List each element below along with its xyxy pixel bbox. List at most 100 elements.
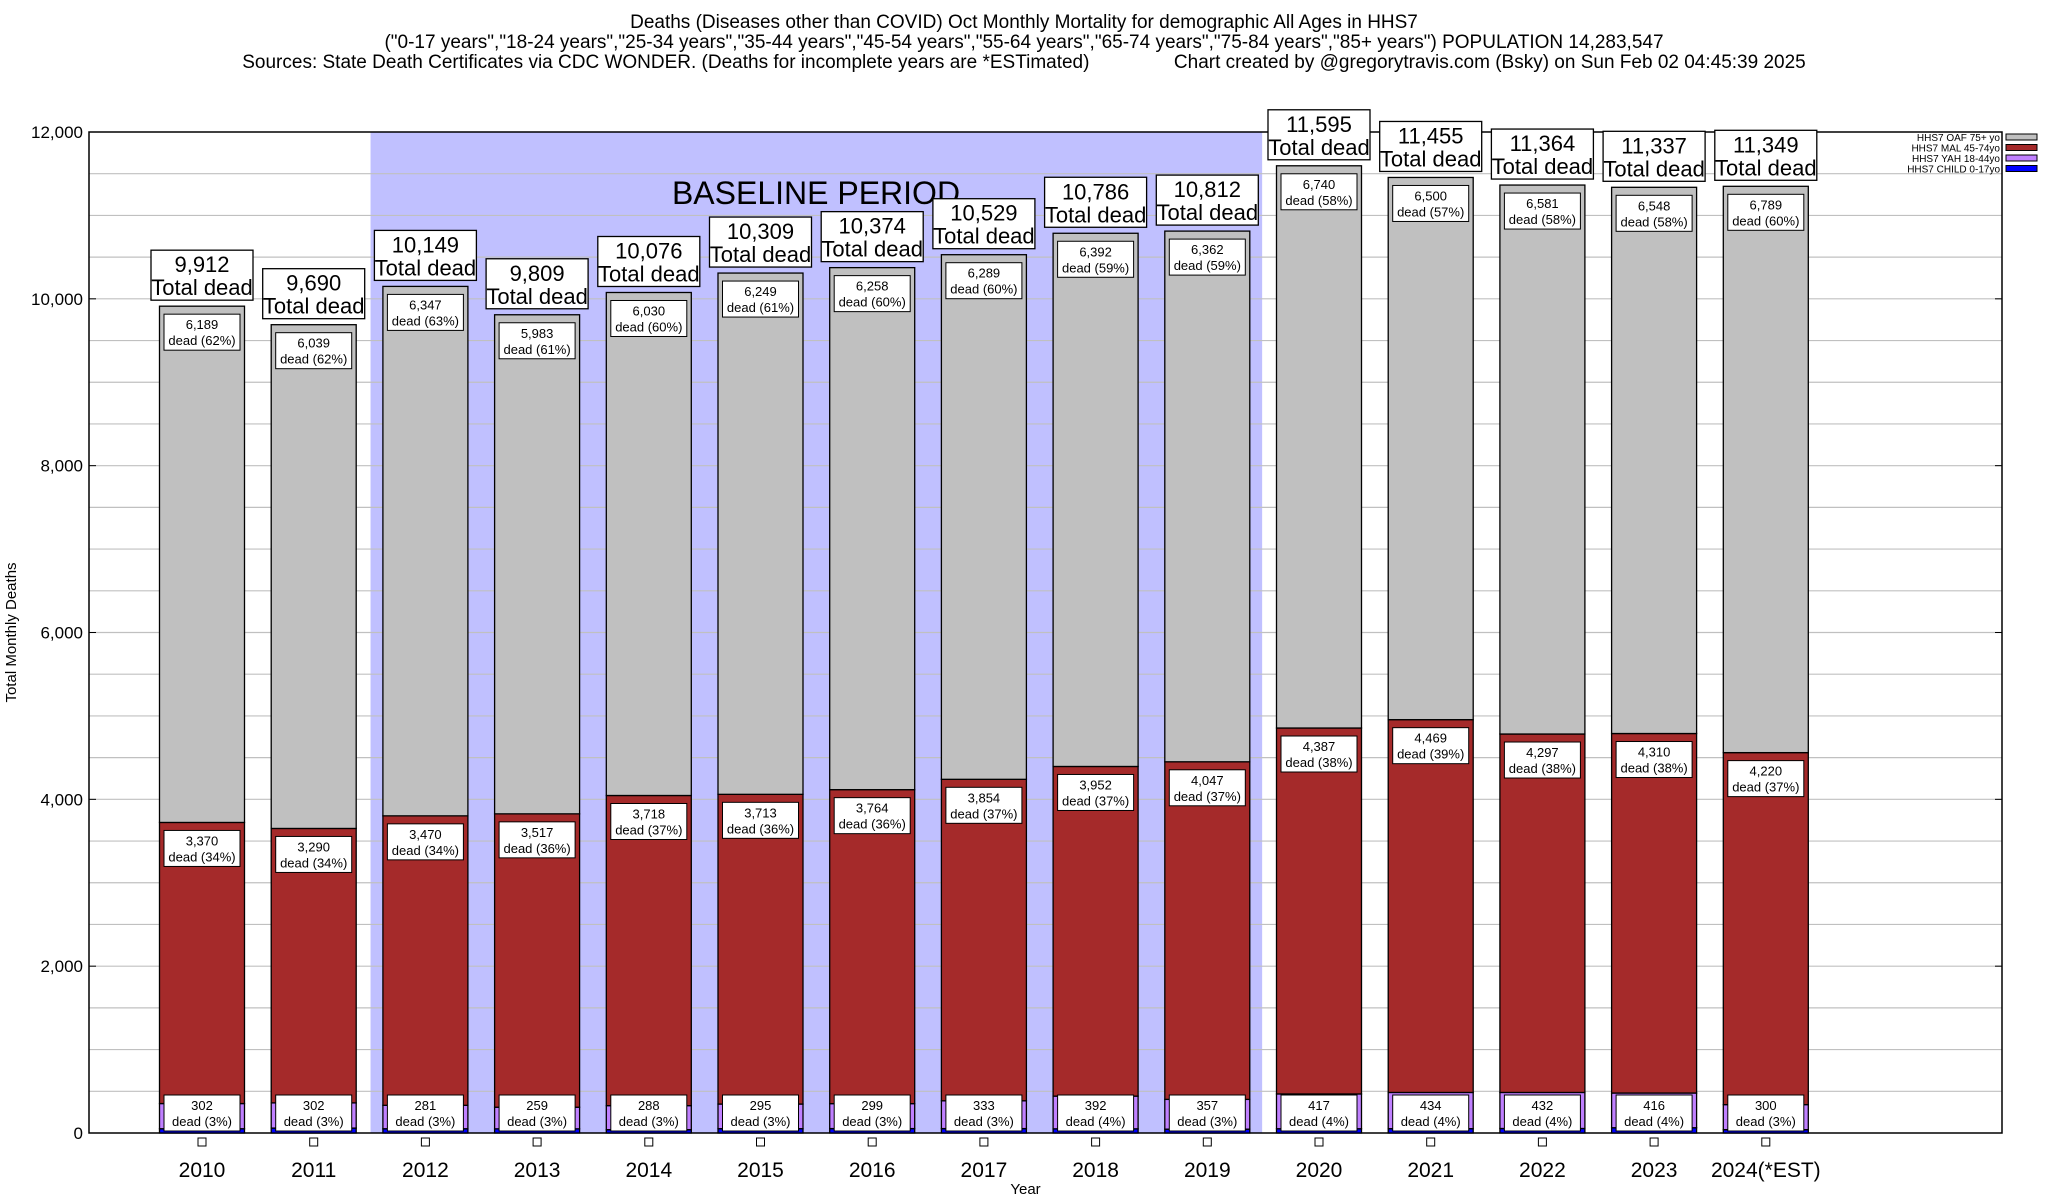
segment-percent-label: dead (34%) bbox=[280, 855, 347, 870]
total-suffix-label: Total dead bbox=[821, 237, 923, 262]
child-label-box bbox=[532, 1137, 542, 1147]
segment-label-box bbox=[275, 835, 353, 873]
segment-percent-label: dead (3%) bbox=[172, 1114, 232, 1129]
segment-label-box bbox=[833, 275, 911, 313]
x-tick-label: 2014 bbox=[625, 1159, 672, 1182]
bar-segment-oaf bbox=[717, 272, 804, 795]
child-label-box bbox=[309, 1137, 319, 1147]
x-axis-label: Year bbox=[1010, 1181, 1040, 1198]
segment-label-box bbox=[722, 1094, 799, 1132]
x-tick-label: 2020 bbox=[1296, 1159, 1343, 1182]
segment-value-label: 6,030 bbox=[633, 303, 666, 318]
segment-label-box bbox=[1615, 1094, 1693, 1132]
segment-label-box bbox=[1392, 1094, 1470, 1132]
segment-value-label: 300 bbox=[1755, 1098, 1777, 1113]
total-value-label: 11,337 bbox=[1621, 133, 1687, 158]
segment-label-box bbox=[722, 801, 799, 839]
total-suffix-label: Total dead bbox=[933, 224, 1035, 249]
total-suffix-label: Total dead bbox=[1492, 154, 1594, 179]
segment-value-label: 302 bbox=[303, 1098, 325, 1113]
segment-value-label: 288 bbox=[638, 1098, 660, 1113]
total-suffix-label: Total dead bbox=[151, 275, 253, 300]
segment-value-label: 3,370 bbox=[186, 833, 219, 848]
total-value-label: 10,529 bbox=[950, 201, 1017, 226]
chart-title-line-1: Deaths (Diseases other than COVID) Oct M… bbox=[630, 12, 1418, 33]
x-tick-label: 2016 bbox=[849, 1159, 896, 1182]
segment-label-box bbox=[163, 829, 241, 867]
bar-segment-mal bbox=[605, 794, 692, 1107]
segment-value-label: 6,392 bbox=[1079, 244, 1112, 259]
segment-value-label: 5,983 bbox=[521, 326, 554, 341]
segment-value-label: 4,310 bbox=[1638, 745, 1671, 760]
segment-percent-label: dead (57%) bbox=[1397, 204, 1464, 219]
segment-label-box bbox=[610, 1094, 688, 1132]
bar-segment-oaf bbox=[1499, 184, 1586, 735]
segment-percent-label: dead (58%) bbox=[1620, 214, 1687, 229]
y-tick-label: 2,000 bbox=[40, 957, 83, 976]
segment-value-label: 6,789 bbox=[1750, 197, 1783, 212]
x-tick-label: 2018 bbox=[1072, 1159, 1119, 1182]
segment-value-label: 6,500 bbox=[1414, 188, 1447, 203]
segment-value-label: 3,713 bbox=[744, 805, 777, 820]
segment-percent-label: dead (3%) bbox=[395, 1114, 455, 1129]
legend-swatch bbox=[2005, 154, 2038, 162]
segment-value-label: 302 bbox=[191, 1098, 213, 1113]
total-value-label: 10,076 bbox=[615, 238, 682, 263]
segment-percent-label: dead (3%) bbox=[842, 1114, 902, 1129]
segment-label-box bbox=[833, 797, 911, 835]
segment-value-label: 259 bbox=[526, 1098, 548, 1113]
segment-value-label: 6,249 bbox=[744, 284, 777, 299]
total-label-box bbox=[262, 268, 366, 320]
segment-percent-label: dead (58%) bbox=[1285, 193, 1352, 208]
child-label-box bbox=[1761, 1137, 1771, 1147]
total-label-box bbox=[597, 235, 701, 288]
total-suffix-label: Total dead bbox=[1268, 135, 1370, 160]
segment-value-label: 3,718 bbox=[633, 806, 666, 821]
child-label-box bbox=[420, 1137, 430, 1147]
x-tick-label: 2024(*EST) bbox=[1711, 1159, 1821, 1182]
segment-label-box bbox=[610, 802, 688, 840]
total-label-box bbox=[932, 198, 1036, 250]
total-value-label: 11,595 bbox=[1286, 112, 1352, 137]
segment-percent-label: dead (39%) bbox=[1397, 747, 1464, 762]
x-tick-label: 2021 bbox=[1407, 1159, 1454, 1182]
total-value-label: 10,786 bbox=[1062, 179, 1129, 204]
segment-percent-label: dead (3%) bbox=[1177, 1114, 1237, 1129]
bar-segment-oaf bbox=[1387, 176, 1474, 721]
segment-label-box bbox=[1392, 184, 1470, 222]
child-label-box bbox=[979, 1137, 989, 1147]
segment-percent-label: dead (61%) bbox=[503, 342, 570, 357]
bar-segment-mal bbox=[1052, 765, 1139, 1097]
y-tick-label: 6,000 bbox=[40, 624, 83, 643]
segment-percent-label: dead (36%) bbox=[503, 841, 570, 856]
segment-percent-label: dead (38%) bbox=[1620, 761, 1687, 776]
segment-value-label: 6,189 bbox=[186, 317, 219, 332]
total-label-box bbox=[1155, 174, 1259, 226]
segment-value-label: 295 bbox=[750, 1098, 772, 1113]
segment-percent-label: dead (4%) bbox=[1512, 1114, 1572, 1129]
x-tick-label: 2011 bbox=[291, 1159, 336, 1182]
bar-segment-oaf bbox=[493, 314, 581, 815]
segment-label-box bbox=[1392, 727, 1470, 765]
bar-segment-mal bbox=[1722, 751, 1809, 1106]
segment-percent-label: dead (60%) bbox=[1732, 213, 1799, 228]
segment-percent-label: dead (36%) bbox=[839, 817, 906, 832]
total-label-box bbox=[1714, 129, 1818, 181]
segment-label-box bbox=[1057, 773, 1135, 811]
total-value-label: 11,349 bbox=[1733, 132, 1799, 157]
segment-percent-label: dead (59%) bbox=[1174, 258, 1241, 273]
segment-label-box bbox=[1615, 741, 1693, 779]
segment-percent-label: dead (34%) bbox=[392, 843, 459, 858]
total-label-box bbox=[485, 258, 589, 310]
segment-label-box bbox=[498, 1094, 576, 1132]
segment-label-box bbox=[498, 821, 576, 859]
total-label-box bbox=[1043, 176, 1148, 228]
y-tick-label: 8,000 bbox=[40, 457, 83, 476]
